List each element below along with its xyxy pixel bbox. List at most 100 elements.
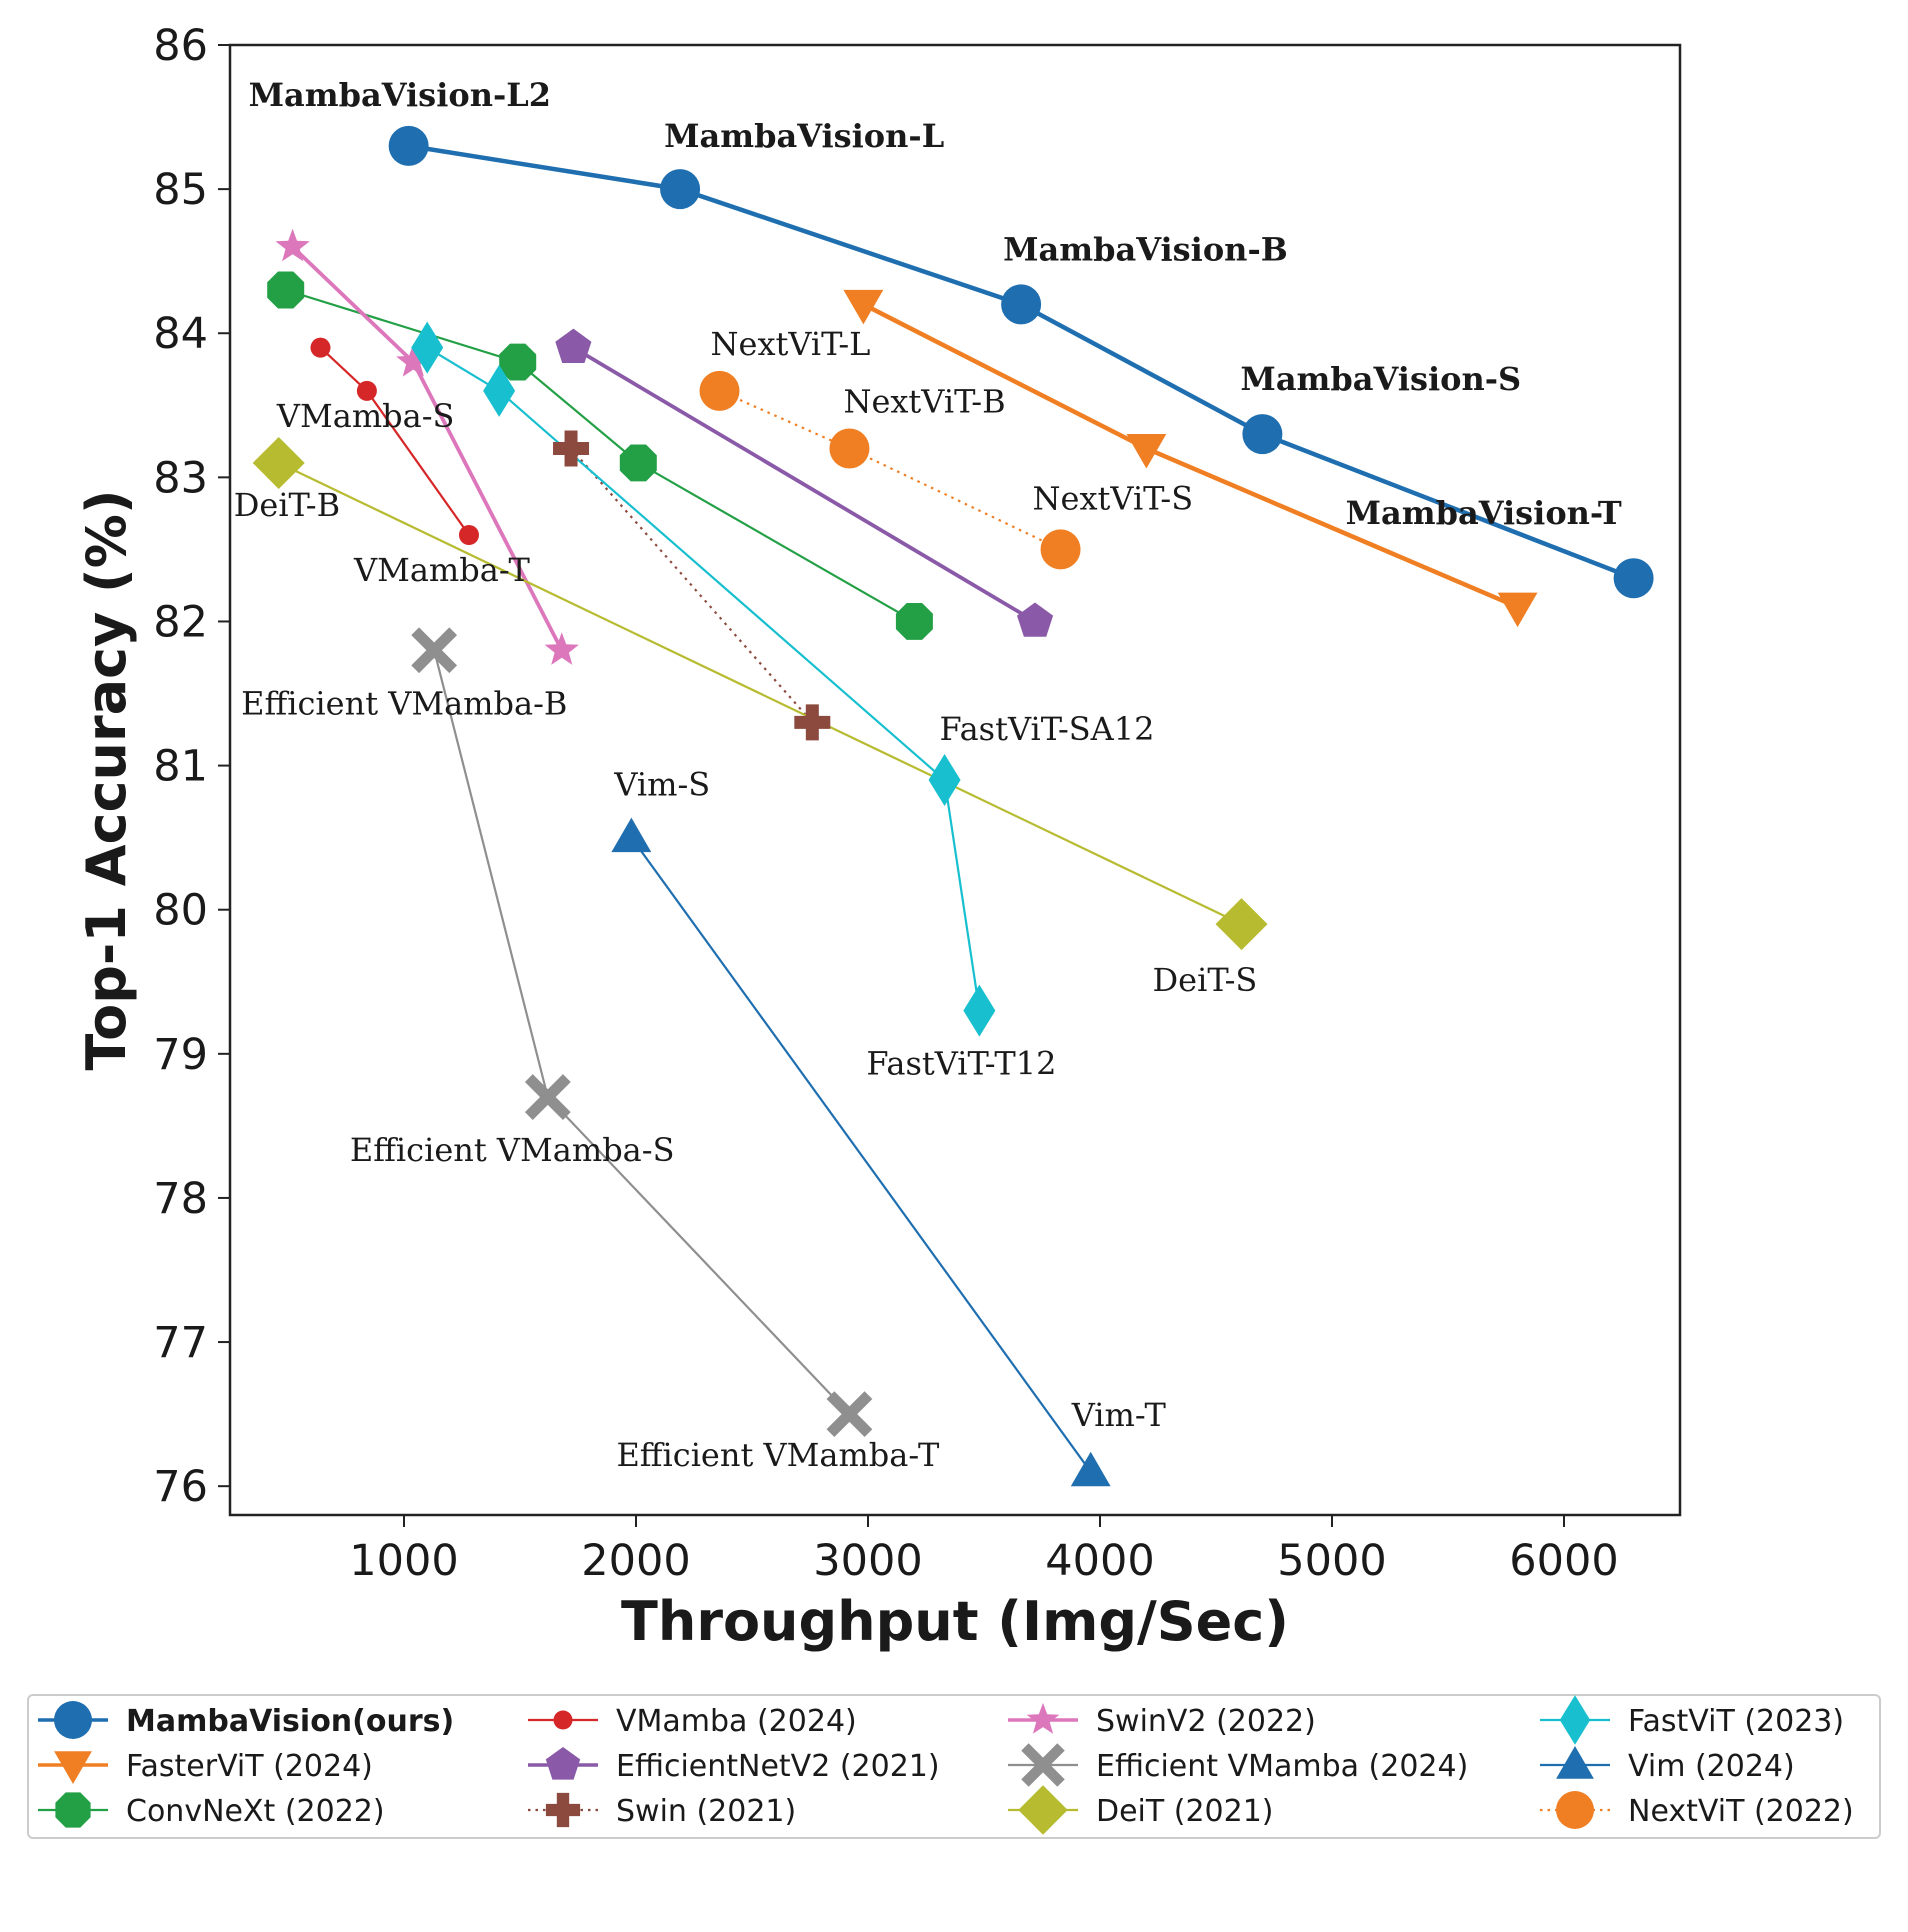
- legend-marker-efficient-vmamba-2024: [1021, 1743, 1065, 1787]
- fastervit-2024-point: [843, 289, 884, 325]
- x-tick-label: 5000: [1277, 1536, 1386, 1586]
- efficientnetv2-2021-point: [1017, 602, 1054, 637]
- legend-marker-swinv2-2022: [1026, 1702, 1060, 1734]
- point-label-fastvit-t12: FastViT-T12: [866, 1045, 1056, 1083]
- point-label-vim-s: Vim-S: [613, 766, 710, 804]
- fastvit-2023-line: [426, 346, 981, 1011]
- deit-2021-point: [1215, 898, 1268, 951]
- y-tick-label: 78: [153, 1174, 208, 1224]
- y-tick-label: 82: [153, 597, 208, 647]
- point-label-mambavision-l2: MambaVision-L2: [249, 76, 551, 114]
- legend-marker-fastvit-2023: [1559, 1695, 1591, 1745]
- y-tick-label: 79: [153, 1030, 208, 1080]
- vim-2024-point: [611, 817, 652, 853]
- legend-label-efficient-vmamba-2024: Efficient VMamba (2024): [1096, 1749, 1468, 1784]
- efficientnetv2-2021-point: [555, 328, 592, 363]
- mambavision-ours-point: [388, 125, 429, 166]
- fastvit-2023-point: [483, 364, 516, 417]
- axis-ticks: 1000 2000 3000 4000 5000 6000 76 77 78 79 80 81 82 83…: [153, 21, 1618, 1586]
- point-label-vmamba-s: VMamba-S: [276, 397, 455, 435]
- point-label-nextvit-l: NextViT-L: [711, 325, 871, 363]
- y-tick-label: 81: [153, 742, 208, 792]
- point-label-fastvit-sa12: FastViT-SA12: [940, 710, 1155, 748]
- legend-marker-convnext-2022: [55, 1792, 91, 1828]
- x-tick-label: 4000: [1045, 1536, 1154, 1586]
- point-label-mambavision-t: MambaVision-T: [1346, 494, 1622, 532]
- nextvit-2022-line: [719, 389, 1062, 551]
- legend-label-fastervit-2024: FasterViT (2024): [126, 1749, 373, 1784]
- legend-marker-efficient-vmamba-2024-stroke: [1021, 1743, 1065, 1787]
- efficient-vmamba-2024-point-stroke: [826, 1391, 873, 1438]
- y-tick-label: 83: [153, 453, 208, 503]
- efficientnetv2-2021-line: [572, 345, 1036, 624]
- legend-label-deit-2021: DeiT (2021): [1096, 1794, 1274, 1829]
- y-tick-label: 85: [153, 165, 208, 215]
- point-label-nextvit-b: NextViT-B: [843, 383, 1005, 421]
- convnext-2022-point: [267, 271, 305, 309]
- legend-label-vim-2024: Vim (2024): [1628, 1749, 1795, 1784]
- legend-label-swinv2-2022: SwinV2 (2022): [1096, 1704, 1316, 1739]
- legend-label-fastvit-2023: FastViT (2023): [1628, 1704, 1844, 1739]
- point-label-deit-s: DeiT-S: [1153, 961, 1258, 999]
- convnext-2022-point: [895, 603, 933, 640]
- point-label-efficient-vmamba-b: Efficient VMamba-B: [241, 684, 567, 722]
- legend-label-vmamba-2024: VMamba (2024): [616, 1704, 857, 1739]
- swin-2021-point: [553, 430, 590, 467]
- convnext-2022-point: [499, 343, 537, 381]
- legend-marker-efficientnetv2-2021: [545, 1747, 581, 1780]
- efficient-vmamba-2024-point: [524, 1074, 571, 1120]
- nextvit-2022-point: [829, 428, 870, 469]
- legend-label-swin-2021: Swin (2021): [616, 1794, 796, 1829]
- x-tick-label: 3000: [813, 1536, 922, 1586]
- legend-marker-mambavision-ours: [54, 1701, 92, 1739]
- legend-label-efficientnetv2-2021: EfficientNetV2 (2021): [616, 1749, 940, 1784]
- legend: MambaVision(ours) FasterViT (2024) ConvNeX…: [27, 1694, 1881, 1839]
- efficient-vmamba-2024-point-stroke: [524, 1074, 571, 1120]
- mambavision-ours-point: [1242, 414, 1283, 455]
- x-axis-title: Throughput (Img/Sec): [621, 1590, 1289, 1653]
- legend-marker-fastervit-2024: [54, 1751, 92, 1784]
- deit-2021-line: [278, 461, 1242, 926]
- y-tick-label: 77: [153, 1318, 208, 1368]
- swinv2-2022-point: [275, 228, 310, 262]
- efficient-vmamba-2024-point-stroke: [411, 627, 458, 674]
- point-label-efficient-vmamba-s: Efficient VMamba-S: [350, 1131, 675, 1169]
- deit-2021-point: [252, 436, 305, 489]
- mambavision-ours-point: [660, 169, 701, 210]
- y-tick-label: 84: [153, 309, 208, 359]
- fastervit-2024-point: [1126, 434, 1167, 469]
- efficient-vmamba-2024-point: [411, 627, 458, 674]
- vmamba-2024-point: [310, 337, 331, 358]
- fastvit-2023-point: [963, 984, 996, 1037]
- point-label-mambavision-b: MambaVision-B: [1003, 230, 1288, 268]
- legend-label-mambavision-ours: MambaVision(ours): [126, 1704, 454, 1739]
- point-labels: MambaVision-L2 MambaVision-L MambaVision-B…: [234, 76, 1622, 1474]
- y-tick-label: 76: [153, 1462, 208, 1512]
- legend-marker-vmamba-2024: [553, 1710, 573, 1730]
- point-label-efficient-vmamba-t: Efficient VMamba-T: [616, 1436, 940, 1474]
- convnext-2022-point: [619, 444, 657, 482]
- legend-marker-swin-2021: [545, 1792, 581, 1828]
- x-tick-label: 6000: [1509, 1536, 1618, 1586]
- swin-2021-line: [570, 447, 814, 724]
- vmamba-2024-point: [356, 380, 377, 401]
- swinv2-2022-point: [544, 632, 579, 665]
- legend-label-convnext-2022: ConvNeXt (2022): [126, 1794, 385, 1829]
- nextvit-2022-point: [1040, 529, 1081, 570]
- vim-2024-line: [630, 836, 1092, 1473]
- series-markers: [252, 125, 1654, 1487]
- y-tick-label: 86: [153, 21, 208, 71]
- fastvit-2023-point: [928, 754, 961, 806]
- x-tick-label: 2000: [581, 1536, 690, 1586]
- fastvit-2023-point: [411, 321, 444, 374]
- legend-marker-vim-2024: [1556, 1746, 1594, 1779]
- swinv2-2022-point: [396, 344, 431, 377]
- point-label-mambavision-s: MambaVision-S: [1240, 360, 1521, 398]
- vim-2024-point: [1070, 1451, 1111, 1487]
- y-axis-title: Top-1 Accuracy (%): [75, 489, 138, 1070]
- point-label-vmamba-t: VMamba-T: [353, 551, 531, 589]
- point-label-nextvit-s: NextViT-S: [1033, 479, 1194, 517]
- legend-frame: [27, 1694, 1881, 1839]
- nextvit-2022-point: [699, 370, 740, 411]
